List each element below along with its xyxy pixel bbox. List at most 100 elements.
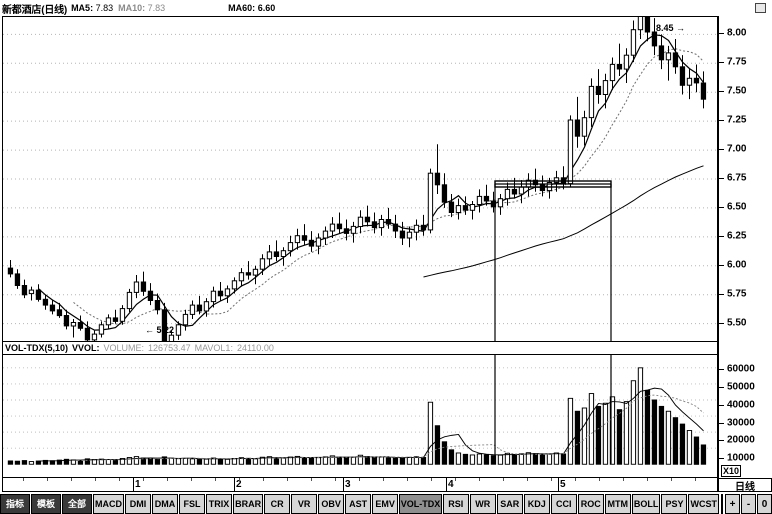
volume-axis-label: 30000: [727, 417, 755, 429]
price-axis-tick: [719, 206, 724, 208]
volume-axis-label: 40000: [727, 399, 755, 411]
date-axis-label: 2: [236, 479, 242, 490]
toolbar-indicator-wr[interactable]: WR: [469, 494, 496, 514]
price-axis-tick: [719, 322, 724, 324]
price-axis-label: 7.50: [727, 85, 747, 97]
toolbar-group-button[interactable]: 指标: [0, 494, 30, 514]
volume-axis-tick: [719, 369, 724, 371]
toolbar-indicator-psy[interactable]: PSY: [661, 494, 688, 514]
ma60-label: MA60:: [228, 3, 256, 13]
toolbar-indicator-roc[interactable]: ROC: [577, 494, 604, 514]
mavol-value: 24110.00: [236, 343, 274, 353]
date-axis-minor-tick: [527, 478, 528, 481]
toolbar-indicator-macd[interactable]: MACD: [93, 494, 125, 514]
price-axis-label: 7.25: [727, 114, 747, 126]
toolbar-indicator-brar[interactable]: BRAR: [233, 494, 264, 514]
toolbar-indicator-emv[interactable]: EMV: [372, 494, 399, 514]
ma60-value: 6.60: [257, 3, 276, 13]
toolbar-mini-button-plus[interactable]: +: [725, 494, 741, 514]
date-axis-minor-tick: [143, 478, 144, 481]
date-axis-minor-tick: [191, 478, 192, 481]
toolbar-indicator-boll[interactable]: BOLL: [631, 494, 661, 514]
low-price-callout: ← 5.22: [145, 325, 175, 335]
toolbar-indicator-sar[interactable]: SAR: [496, 494, 523, 514]
volume-axis: X10 60000 50000 40000 30000 20000 10000: [718, 342, 772, 478]
stock-title: 新都酒店(日线): [2, 4, 68, 16]
toolbar-group-button[interactable]: 模板: [31, 494, 61, 514]
toolbar-indicator-cr[interactable]: CR: [264, 494, 291, 514]
date-axis-minor-tick: [383, 478, 384, 481]
price-axis-tick: [719, 120, 724, 122]
toolbar-indicator-dmi[interactable]: DMI: [125, 494, 152, 514]
date-axis-minor-tick: [167, 478, 168, 481]
price-axis-tick: [719, 264, 724, 266]
price-chart-pane[interactable]: 8.45 → ← 5.22: [2, 16, 718, 342]
indicator-toolbar[interactable]: 指标 模板 全部 MACD DMI DMA FSL TRIX BRAR CR VR OBV AST EMV…: [0, 494, 772, 514]
price-axis-label: 6.75: [727, 172, 747, 184]
price-axis-label: 6.50: [727, 201, 747, 213]
date-axis-minor-tick: [431, 478, 432, 481]
price-axis-label: 5.50: [727, 317, 747, 329]
toolbar-indicator-trix[interactable]: TRIX: [206, 494, 233, 514]
volume-axis-tick: [719, 422, 724, 424]
toolbar-mini-button-minus[interactable]: -: [741, 494, 757, 514]
price-plot: [3, 17, 717, 341]
peak-price-callout: 8.45 →: [656, 23, 686, 33]
window-restore-icon[interactable]: [755, 3, 766, 13]
toolbar-mini-button-zero[interactable]: 0: [757, 494, 772, 514]
price-axis-tick: [719, 149, 724, 151]
date-axis-minor-tick: [263, 478, 264, 481]
date-axis-minor-tick: [359, 478, 360, 481]
date-axis-minor-tick: [335, 478, 336, 481]
volume-axis-tick: [719, 440, 724, 442]
volume-axis-label: 10000: [727, 452, 755, 464]
date-axis-minor-tick: [215, 478, 216, 481]
date-axis-minor-tick: [71, 478, 72, 481]
date-axis-separator: [446, 478, 447, 491]
date-axis-minor-tick: [623, 478, 624, 481]
toolbar-group-button[interactable]: 全部: [62, 494, 92, 514]
toolbar-indicator-ast[interactable]: AST: [345, 494, 372, 514]
chart-header: 新都酒店(日线) MA5: 7.83 MA10: 7.83 MA60: 6.60: [0, 0, 772, 16]
toolbar-indicator-vr[interactable]: VR: [291, 494, 318, 514]
toolbar-indicator-kdj[interactable]: KDJ: [523, 494, 550, 514]
date-axis-minor-tick: [47, 478, 48, 481]
command-input[interactable]: [721, 494, 724, 514]
price-axis-tick: [719, 62, 724, 64]
ma10-label: MA10:: [118, 3, 146, 13]
date-axis-minor-tick: [287, 478, 288, 481]
date-axis-label: 4: [448, 479, 454, 490]
toolbar-indicator-vol-tdx[interactable]: VOL-TDX: [399, 494, 442, 514]
volume-value: 126753.47: [148, 343, 191, 353]
toolbar-indicator-obv[interactable]: OBV: [318, 494, 345, 514]
ma10-value: 7.83: [147, 3, 166, 13]
toolbar-indicator-wcst[interactable]: WCST: [688, 494, 720, 514]
date-axis-minor-tick: [119, 478, 120, 481]
date-axis-minor-tick: [551, 478, 552, 481]
volume-axis-tick: [719, 387, 724, 389]
toolbar-indicator-fsl[interactable]: FSL: [179, 494, 206, 514]
price-axis-tick: [719, 235, 724, 237]
volume-axis-label: 50000: [727, 381, 755, 393]
volume-axis-tick: [719, 458, 724, 460]
ma5-value: 7.83: [95, 3, 114, 13]
date-axis-separator: [133, 478, 134, 491]
volume-chart-pane[interactable]: VOL-TDX(5,10) VVOL: VOLUME: 126753.47 MA…: [2, 342, 718, 478]
period-indicator[interactable]: 日线: [718, 478, 772, 493]
price-axis-tick: [719, 91, 724, 93]
volume-multiplier-badge: X10: [721, 465, 742, 477]
date-axis-minor-tick: [479, 478, 480, 481]
toolbar-indicator-rsi[interactable]: RSI: [442, 494, 469, 514]
date-axis-minor-tick: [671, 478, 672, 481]
toolbar-indicator-dma[interactable]: DMA: [152, 494, 179, 514]
toolbar-indicator-mtm[interactable]: MTM: [604, 494, 631, 514]
date-axis-separator: [558, 478, 559, 491]
ma60-readout: MA60: 6.60: [228, 3, 275, 13]
price-axis-label: 5.75: [727, 288, 747, 300]
toolbar-indicator-cci[interactable]: CCI: [550, 494, 577, 514]
date-axis-minor-tick: [503, 478, 504, 481]
price-axis-tick: [719, 293, 724, 295]
date-axis-minor-tick: [311, 478, 312, 481]
ma10-readout: MA10: 7.83: [118, 3, 165, 13]
